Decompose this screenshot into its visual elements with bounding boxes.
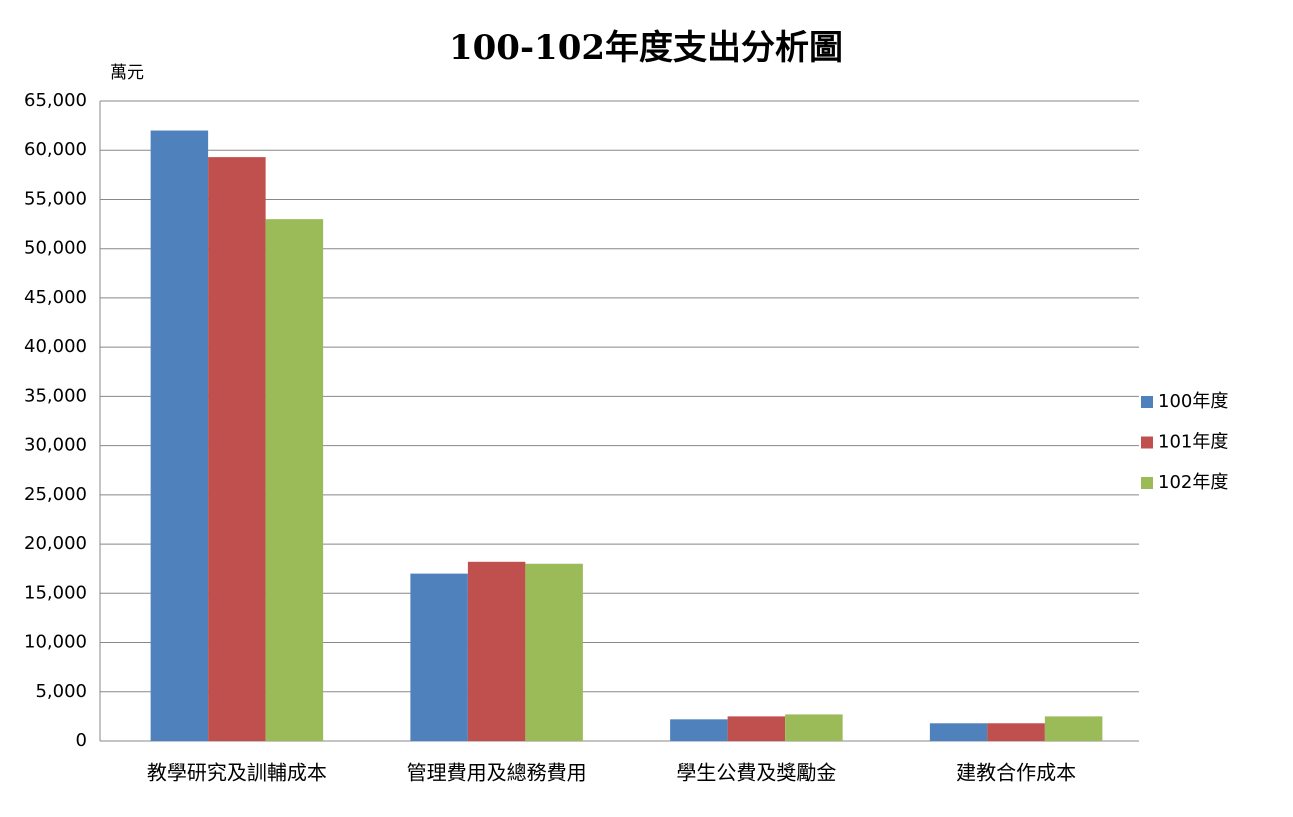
y-tick-label: 35,000 xyxy=(24,385,87,406)
y-tick-label: 65,000 xyxy=(24,90,87,111)
bar xyxy=(208,157,266,742)
x-tick-label: 教學研究及訓輔成本 xyxy=(147,761,327,785)
bar xyxy=(929,723,988,741)
bar xyxy=(265,219,324,742)
bar xyxy=(467,561,526,741)
legend-label: 101年度 xyxy=(1158,432,1228,453)
bar xyxy=(525,563,583,741)
x-tick-label: 學生公費及獎勵金 xyxy=(676,761,836,785)
y-tick-label: 40,000 xyxy=(24,336,87,357)
y-tick-label: 60,000 xyxy=(24,139,87,160)
y-tick-label: 50,000 xyxy=(24,238,87,259)
y-tick-label: 45,000 xyxy=(24,287,87,308)
bar xyxy=(1044,716,1103,741)
y-tick-label: 15,000 xyxy=(24,582,87,603)
legend-label: 100年度 xyxy=(1158,391,1228,412)
chart-title: 100-102年度支出分析圖 xyxy=(449,28,843,68)
bar xyxy=(150,130,209,742)
y-tick-label: 25,000 xyxy=(24,484,87,505)
bar xyxy=(727,716,786,741)
y-tick-label: 30,000 xyxy=(24,435,87,456)
x-tick-label: 管理費用及總務費用 xyxy=(407,761,587,785)
legend-label: 102年度 xyxy=(1158,472,1228,493)
bar xyxy=(670,719,728,741)
x-tick-label: 建教合作成本 xyxy=(956,761,1076,785)
y-tick-label: 0 xyxy=(76,730,87,751)
y-axis-label: 萬元 xyxy=(110,63,144,83)
bar xyxy=(410,573,468,741)
legend-swatch xyxy=(1141,477,1153,489)
legend-swatch xyxy=(1141,436,1153,449)
y-tick-label: 20,000 xyxy=(24,533,87,554)
bar xyxy=(987,723,1045,741)
legend-swatch xyxy=(1141,396,1153,408)
y-tick-label: 55,000 xyxy=(24,188,87,209)
y-tick-label: 10,000 xyxy=(24,632,87,653)
y-tick-label: 5,000 xyxy=(35,681,87,702)
bar xyxy=(785,714,843,741)
